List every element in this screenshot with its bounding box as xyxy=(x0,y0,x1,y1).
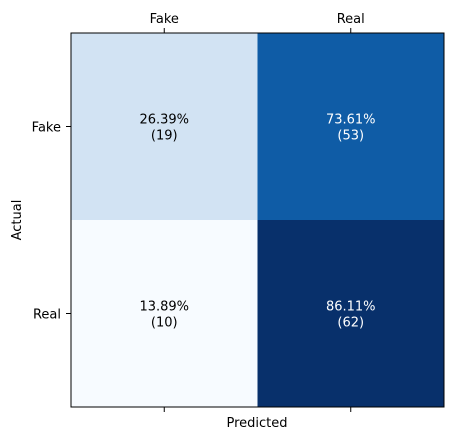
cell-percent-label: 26.39% xyxy=(139,113,189,128)
x-tick-label: Fake xyxy=(150,12,179,27)
heatmap-cell-real-fake xyxy=(71,220,258,407)
axis-ticks: Fake Real Fake Real xyxy=(32,12,365,412)
cell-count-label: (62) xyxy=(337,316,364,331)
cell-count-label: (19) xyxy=(151,129,178,144)
y-axis-label: Actual xyxy=(10,200,25,241)
x-tick-label: Real xyxy=(337,12,365,27)
heatmap-cell-fake-fake xyxy=(71,33,258,220)
plot-frame xyxy=(70,32,445,408)
cell-percent-label: 73.61% xyxy=(326,113,376,128)
cell-count-label: (53) xyxy=(337,129,364,144)
cell-percent-label: 13.89% xyxy=(139,300,189,315)
y-tick-label: Real xyxy=(33,308,61,323)
heatmap-cell-fake-real xyxy=(257,33,444,220)
x-axis-label: Predicted xyxy=(226,416,287,431)
heatmap-cell-real-real xyxy=(257,220,444,407)
cell-count-label: (10) xyxy=(151,316,178,331)
heatmap-cells: 26.39%(19) 73.61%(53) 13.89%(10) 86.11%(62) xyxy=(71,33,444,407)
cell-percent-label: 86.11% xyxy=(326,300,376,315)
y-tick-label: Fake xyxy=(32,121,61,136)
